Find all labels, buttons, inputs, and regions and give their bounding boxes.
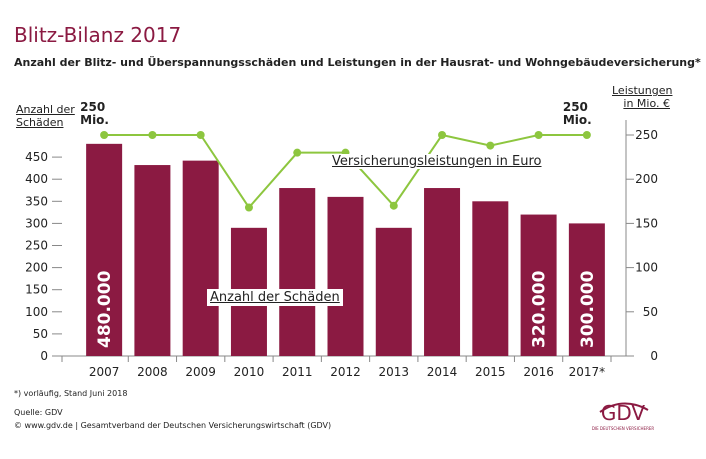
line-point [244,203,253,212]
line-point [293,148,302,157]
x-tick-label: 2016 [523,365,554,379]
bar-value-label: 300.000 [578,270,598,348]
bar-value-label: 480.000 [95,270,115,348]
x-tick-label: 2010 [234,365,265,379]
bar [86,143,123,356]
x-tick-label: 2012 [330,365,361,379]
line-value-label: 250 Mio. [562,100,592,127]
line-point [148,131,157,139]
x-tick-label: 2017* [569,365,606,379]
x-tick-label: 2008 [137,365,168,379]
x-tick-label: 2009 [185,365,216,379]
logo: GDV [601,401,646,425]
bar [568,223,605,356]
line-value-label: 250 Mio. [80,100,109,127]
y-tick-label: 300 [25,216,48,230]
bar [134,165,171,356]
y2-tick-label: 0 [650,349,658,363]
y-tick-label: 350 [25,194,48,208]
y2-tick-label: 100 [635,261,658,275]
y-tick-label: 100 [25,305,48,319]
y-tick-label: 50 [33,327,48,341]
line-point [438,131,447,139]
x-tick-label: 2007 [89,365,120,379]
bar-value-label: 320.000 [530,270,550,348]
bar [182,160,219,356]
y-tick-label: 0 [40,349,48,363]
bar [279,188,316,356]
line-point [389,201,398,210]
y-tick-label: 250 [25,239,48,253]
y-tick-label: 200 [25,261,48,275]
y2-axis-title: Leistungen in Mio. € [612,84,673,110]
series-annotation: Anzahl der Schäden [207,289,343,306]
bar [375,227,412,356]
y2-tick-label: 200 [635,172,658,186]
y-tick-label: 400 [25,172,48,186]
bar [472,201,509,356]
copyright: © www.gdv.de | Gesamtverband der Deutsch… [14,421,331,430]
y2-tick-label: 150 [635,216,658,230]
chart-title: Blitz-Bilanz 2017 [14,23,181,47]
footnote: *) vorläufig, Stand Juni 2018 [14,389,127,398]
line-point [534,131,543,139]
x-tick-label: 2013 [378,365,409,379]
source: Quelle: GDV [14,408,63,417]
line-point [196,131,205,139]
logo-arc [599,402,649,413]
chart-subtitle: Anzahl der Blitz- und Überspannungsschäd… [14,55,701,69]
series-annotation: Versicherungsleistungen in Euro [330,154,544,169]
line [104,133,587,210]
x-tick-label: 2015 [475,365,506,379]
x-tick-label: 2011 [282,365,313,379]
line-point [100,131,109,139]
y2-tick-label: 50 [643,305,658,319]
bar [520,214,557,356]
bar [424,188,461,356]
bar [327,196,364,356]
x-tick-label: 2014 [427,365,458,379]
line-point [582,131,591,139]
y-axis-title: Anzahl der Schäden [16,103,75,129]
y-tick-label: 150 [25,283,48,297]
y2-tick-label: 250 [635,128,658,142]
y-tick-label: 450 [25,150,48,164]
line-point [486,141,495,150]
logo-tagline: DIE DEUTSCHEN VERSICHERER [592,426,655,431]
